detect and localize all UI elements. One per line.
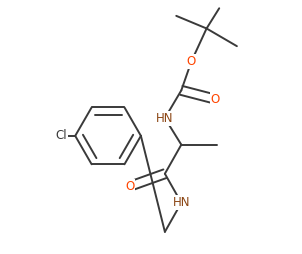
Text: HN: HN [172, 196, 190, 209]
Text: Cl: Cl [56, 129, 67, 142]
Text: HN: HN [156, 112, 174, 125]
Text: O: O [211, 93, 220, 106]
Text: O: O [187, 55, 196, 68]
Text: O: O [125, 180, 134, 193]
